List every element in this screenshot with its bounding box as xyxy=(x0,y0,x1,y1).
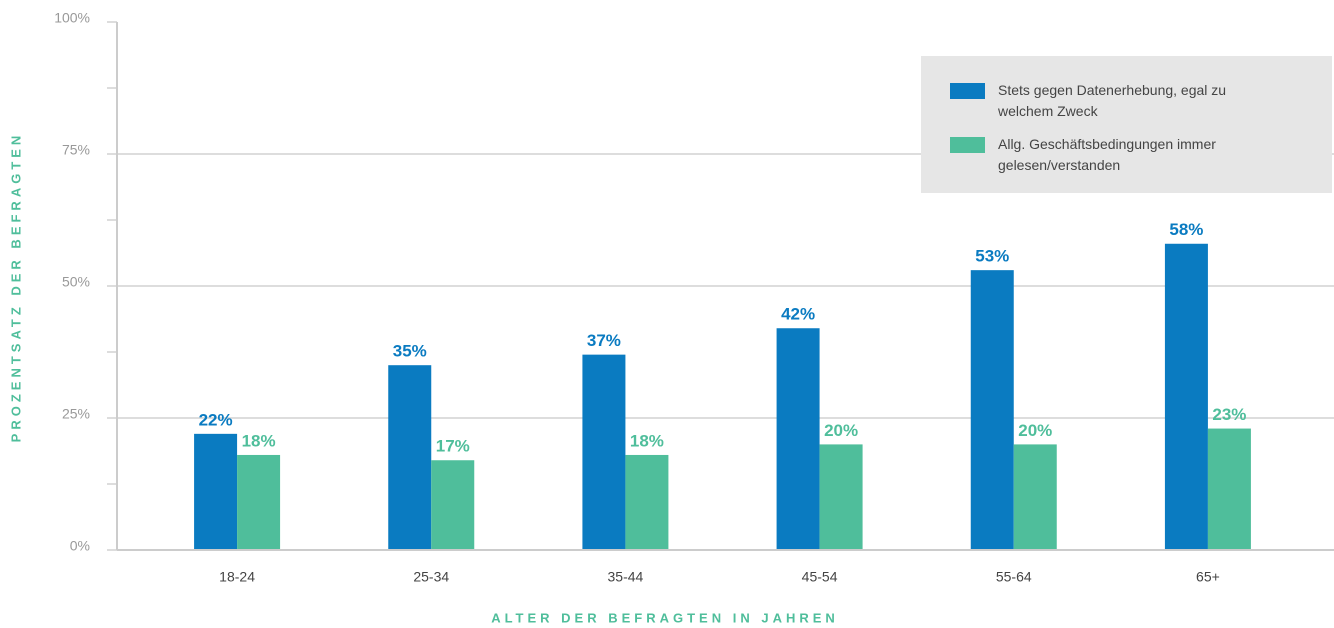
data-label: 18% xyxy=(242,431,276,450)
legend-swatch xyxy=(950,83,985,99)
data-label: 20% xyxy=(1018,421,1052,440)
legend-label: Allg. Geschäftsbedingungen immer gelesen… xyxy=(998,136,1216,173)
x-axis-label: ALTER DER BEFRAGTEN IN JAHREN xyxy=(491,610,839,625)
y-tick-label: 25% xyxy=(62,406,90,422)
x-tick-label: 55-64 xyxy=(996,569,1032,585)
data-label: 42% xyxy=(781,305,815,324)
data-label: 17% xyxy=(436,437,470,456)
data-label: 20% xyxy=(824,421,858,440)
data-label: 58% xyxy=(1169,220,1203,239)
bar xyxy=(1013,444,1057,550)
legend-item: Stets gegen Datenerhebung, egal zu welch… xyxy=(950,80,1280,122)
y-tick-label: 50% xyxy=(62,274,90,290)
data-label: 37% xyxy=(587,331,621,350)
legend-item: Allg. Geschäftsbedingungen immer gelesen… xyxy=(950,134,1280,176)
data-label: 53% xyxy=(975,247,1009,266)
bar xyxy=(237,454,281,550)
data-label: 35% xyxy=(393,342,427,361)
x-tick-label: 35-44 xyxy=(608,569,644,585)
y-tick-label: 75% xyxy=(62,142,90,158)
legend-swatch xyxy=(950,137,985,153)
y-tick-label: 100% xyxy=(54,10,90,26)
y-axis-label: PROZENTSATZ DER BEFRAGTEN xyxy=(8,132,23,443)
bar xyxy=(1207,428,1251,550)
data-label: 18% xyxy=(630,431,664,450)
bar xyxy=(970,270,1014,550)
bar xyxy=(776,328,820,550)
bar xyxy=(1164,243,1208,550)
data-label: 23% xyxy=(1212,405,1246,424)
legend: Stets gegen Datenerhebung, egal zu welch… xyxy=(921,56,1332,193)
data-label: 22% xyxy=(199,410,233,429)
bar xyxy=(582,354,626,550)
bar xyxy=(388,365,432,550)
bar xyxy=(625,454,669,550)
bar xyxy=(194,433,238,550)
x-tick-label: 65+ xyxy=(1196,569,1220,585)
bar xyxy=(431,460,475,550)
y-tick-label: 0% xyxy=(70,538,90,554)
x-tick-label: 45-54 xyxy=(802,569,838,585)
bar xyxy=(819,444,863,550)
legend-label: Stets gegen Datenerhebung, egal zu welch… xyxy=(998,82,1227,119)
x-tick-label: 18-24 xyxy=(219,569,255,585)
x-tick-label: 25-34 xyxy=(413,569,449,585)
